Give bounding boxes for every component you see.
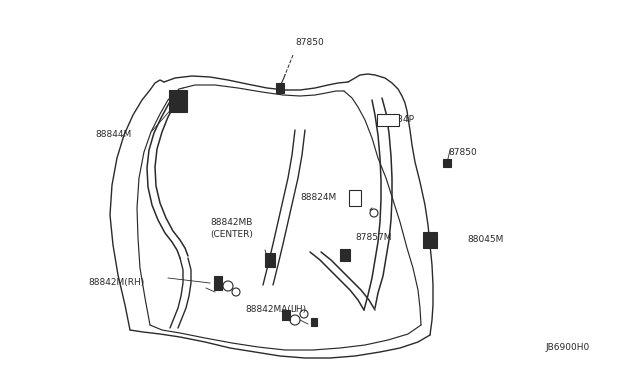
Text: 87850: 87850 [295, 38, 324, 47]
Text: 88844M: 88844M [95, 130, 131, 139]
Text: 88842MB: 88842MB [210, 218, 252, 227]
Bar [340, 249, 350, 261]
Bar [423, 232, 437, 248]
Bar [169, 90, 187, 112]
Text: 88842MA(LH): 88842MA(LH) [245, 305, 306, 314]
Bar [349, 190, 361, 206]
Text: 88824M: 88824M [300, 193, 336, 202]
Bar [282, 310, 290, 320]
Text: 87834P: 87834P [380, 115, 414, 124]
Bar [276, 83, 284, 93]
Bar [214, 276, 222, 290]
Bar [377, 114, 399, 126]
Text: 87857M: 87857M [355, 233, 392, 242]
Text: 87850: 87850 [448, 148, 477, 157]
Text: (CENTER): (CENTER) [210, 230, 253, 239]
Bar [311, 318, 317, 326]
Text: 88045M: 88045M [467, 235, 504, 244]
Text: 88842M(RH): 88842M(RH) [88, 278, 144, 287]
Bar [265, 253, 275, 267]
Text: JB6900H0: JB6900H0 [546, 343, 590, 352]
Bar [443, 159, 451, 167]
